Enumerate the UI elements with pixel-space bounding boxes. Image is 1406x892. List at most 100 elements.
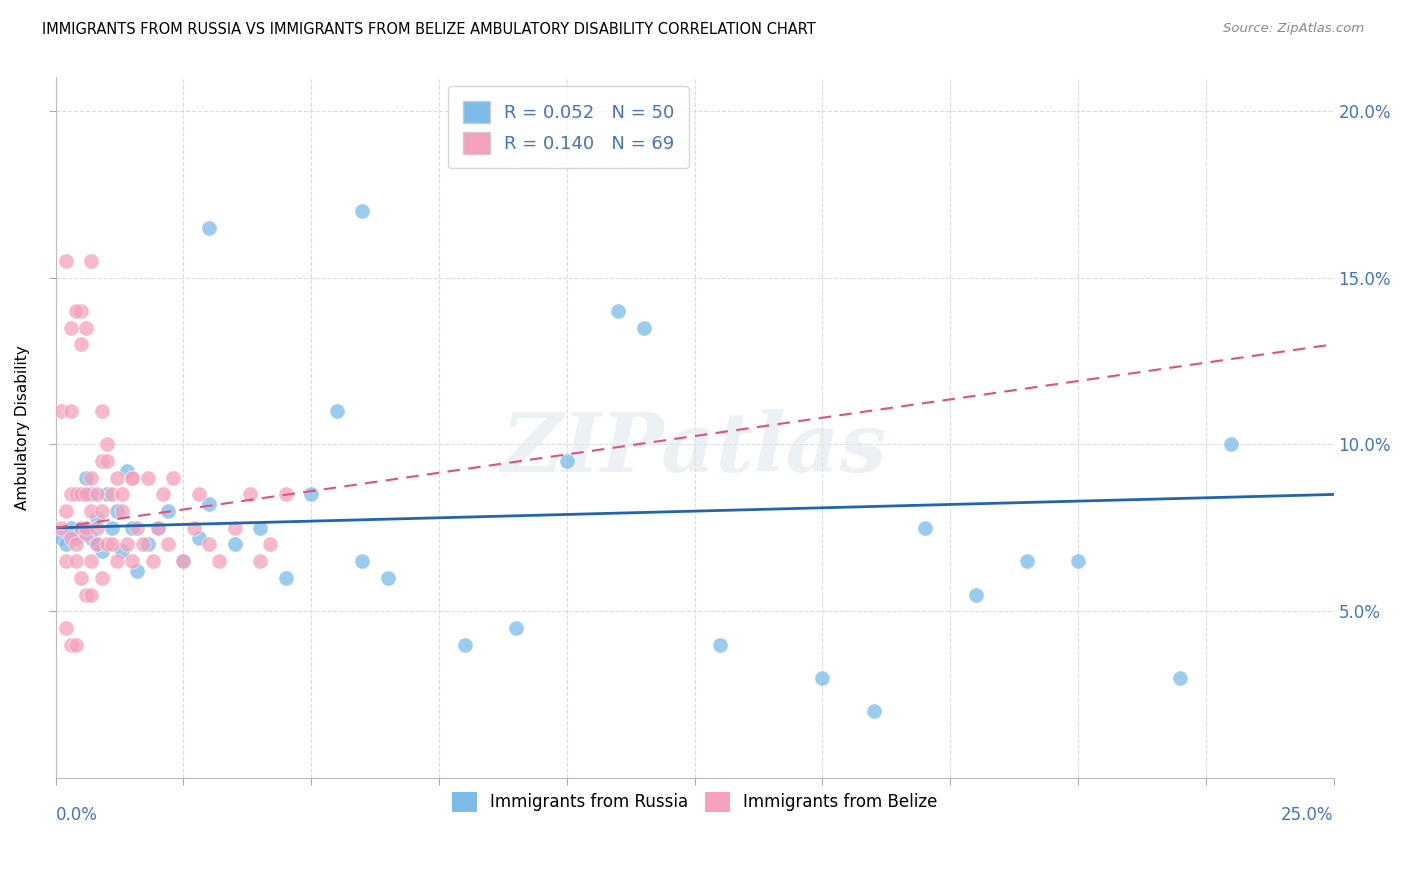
Point	[811, 671, 834, 685]
Point	[127, 564, 149, 578]
Point	[96, 454, 118, 468]
Point	[142, 554, 165, 568]
Point	[117, 464, 139, 478]
Point	[75, 521, 97, 535]
Point	[86, 537, 108, 551]
Point	[70, 524, 93, 538]
Point	[90, 404, 112, 418]
Point	[70, 521, 93, 535]
Point	[60, 404, 83, 418]
Point	[121, 471, 143, 485]
Point	[105, 471, 128, 485]
Point	[224, 537, 246, 551]
Point	[111, 504, 134, 518]
Point	[146, 521, 169, 535]
Point	[274, 487, 297, 501]
Point	[80, 554, 103, 568]
Point	[352, 203, 374, 218]
Point	[453, 638, 475, 652]
Point	[49, 531, 72, 545]
Point	[146, 521, 169, 535]
Point	[75, 320, 97, 334]
Point	[90, 571, 112, 585]
Text: 0.0%: 0.0%	[56, 806, 97, 824]
Point	[208, 554, 231, 568]
Point	[352, 554, 374, 568]
Point	[187, 531, 209, 545]
Point	[152, 487, 174, 501]
Point	[55, 537, 77, 551]
Point	[377, 571, 399, 585]
Point	[136, 471, 159, 485]
Point	[86, 521, 108, 535]
Point	[157, 504, 180, 518]
Point	[101, 537, 124, 551]
Point	[259, 537, 281, 551]
Point	[1015, 554, 1038, 568]
Point	[111, 544, 134, 558]
Text: Source: ZipAtlas.com: Source: ZipAtlas.com	[1223, 22, 1364, 36]
Point	[80, 504, 103, 518]
Point	[80, 471, 103, 485]
Point	[75, 471, 97, 485]
Point	[249, 554, 271, 568]
Point	[198, 537, 221, 551]
Point	[90, 454, 112, 468]
Point	[111, 487, 134, 501]
Point	[90, 544, 112, 558]
Point	[60, 527, 83, 541]
Point	[157, 537, 180, 551]
Point	[55, 504, 77, 518]
Point	[70, 521, 93, 535]
Point	[607, 304, 630, 318]
Point	[65, 531, 87, 545]
Point	[80, 588, 103, 602]
Point	[75, 527, 97, 541]
Point	[914, 521, 936, 535]
Point	[709, 638, 731, 652]
Point	[96, 437, 118, 451]
Point	[121, 554, 143, 568]
Point	[55, 621, 77, 635]
Point	[75, 521, 97, 535]
Point	[1067, 554, 1090, 568]
Point	[86, 537, 108, 551]
Point	[60, 531, 83, 545]
Point	[60, 521, 83, 535]
Point	[965, 588, 987, 602]
Point	[173, 554, 195, 568]
Point	[70, 487, 93, 501]
Point	[1220, 437, 1243, 451]
Point	[862, 704, 884, 718]
Point	[49, 404, 72, 418]
Point	[55, 554, 77, 568]
Point	[80, 487, 103, 501]
Point	[96, 487, 118, 501]
Text: IMMIGRANTS FROM RUSSIA VS IMMIGRANTS FROM BELIZE AMBULATORY DISABILITY CORRELATI: IMMIGRANTS FROM RUSSIA VS IMMIGRANTS FRO…	[42, 22, 815, 37]
Point	[239, 487, 262, 501]
Point	[299, 487, 322, 501]
Point	[55, 254, 77, 268]
Point	[633, 320, 655, 334]
Point	[121, 471, 143, 485]
Point	[75, 588, 97, 602]
Point	[224, 521, 246, 535]
Point	[198, 498, 221, 512]
Point	[86, 487, 108, 501]
Text: ZIPatlas: ZIPatlas	[502, 409, 887, 489]
Point	[121, 521, 143, 535]
Point	[117, 537, 139, 551]
Point	[162, 471, 184, 485]
Point	[96, 537, 118, 551]
Point	[198, 220, 221, 235]
Y-axis label: Ambulatory Disability: Ambulatory Disability	[15, 345, 30, 510]
Legend: R = 0.052   N = 50, R = 0.140   N = 69: R = 0.052 N = 50, R = 0.140 N = 69	[449, 87, 689, 169]
Point	[90, 504, 112, 518]
Point	[70, 304, 93, 318]
Point	[249, 521, 271, 535]
Point	[80, 531, 103, 545]
Point	[105, 504, 128, 518]
Point	[105, 554, 128, 568]
Point	[86, 510, 108, 524]
Point	[60, 487, 83, 501]
